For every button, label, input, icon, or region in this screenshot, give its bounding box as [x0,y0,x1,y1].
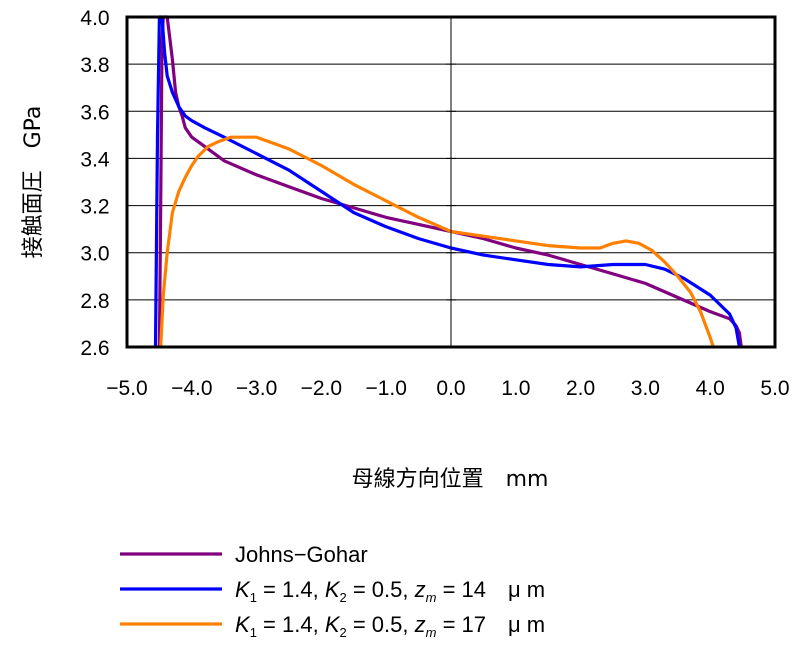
x-tick-label: 5.0 [760,377,789,400]
y-tick-label: 3.2 [80,196,109,219]
x-tick-label: −2.0 [301,377,342,400]
y-tick-label: 3.6 [80,101,109,124]
y-tick-label: 3.4 [80,148,110,171]
x-tick-label: 0.0 [436,377,465,400]
y-tick-label: 4.0 [80,7,109,30]
series-line-3 [159,135,715,348]
y-tick-label: 3.0 [80,243,109,266]
legend-label-2: K1 = 1.4, K2 = 0.5, zm = 14 μ m [235,577,545,605]
axes [125,15,777,349]
legend: Johns−Gohar K1 = 1.4, K2 = 0.5, zm = 14 μ… [120,542,545,640]
x-tick-label: −1.0 [365,377,406,400]
series-lines [153,15,743,348]
y-tick-labels: 2.6 2.8 3.0 3.2 3.4 3.6 3.8 4.0 [80,7,110,360]
y-tick-label: 2.6 [80,337,109,360]
y-tick-label: 2.8 [80,290,109,313]
x-tick-label: −5.0 [106,377,147,400]
x-tick-label: −3.0 [236,377,277,400]
x-tick-label: 2.0 [566,377,595,400]
series-line-1 [157,15,743,348]
legend-label-3: K1 = 1.4, K2 = 0.5, zm = 17 μ m [235,612,545,640]
series-line-2 [153,15,741,348]
y-tick-label: 3.8 [80,54,109,77]
y-axis-title: 接触面圧 GPa [21,106,46,259]
x-axis-title: 母線方向位置 mm [352,467,549,492]
x-tick-labels: −5.0 −4.0 −3.0 −2.0 −1.0 0.0 1.0 2.0 3.0 4.0 5.0 [106,377,789,400]
x-tick-label: 3.0 [631,377,660,400]
legend-label-1: Johns−Gohar [235,542,368,567]
x-tick-label: 1.0 [501,377,530,400]
x-tick-label: −4.0 [171,377,212,400]
x-tick-label: 4.0 [696,377,725,400]
